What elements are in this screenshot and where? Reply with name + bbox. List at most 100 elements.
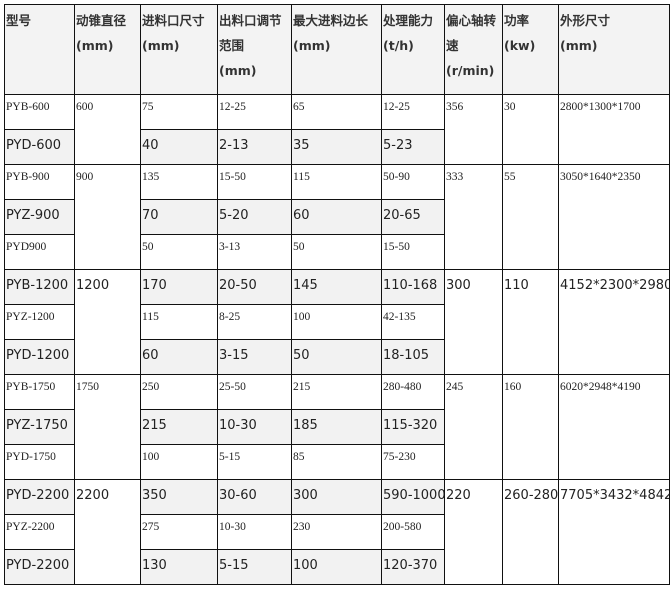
capacity-cell: 115-320 — [381, 409, 445, 445]
capacity-cell: 110-168 — [381, 269, 445, 305]
diameter-cell: 1750 — [74, 374, 141, 480]
header-model: 型号 — [4, 4, 75, 95]
table-row: PYD-2200 130 5-15 100 120-370 — [4, 549, 670, 585]
diameter-cell: 600 — [74, 94, 141, 165]
power-cell: 110 — [502, 269, 559, 375]
capacity-cell: 280-480 — [381, 374, 445, 410]
max-feed-cell: 115 — [291, 164, 382, 200]
discharge-range-cell: 10-30 — [217, 409, 292, 445]
dimensions-cell: 2800*1300*1700 — [558, 94, 670, 165]
table-row: PYD900 50 3-13 50 15-50 — [4, 234, 670, 270]
discharge-range-cell: 20-50 — [217, 269, 292, 305]
max-feed-cell: 60 — [291, 199, 382, 235]
capacity-cell: 75-230 — [381, 444, 445, 480]
capacity-cell: 590-1000 — [381, 479, 445, 515]
table-row: PYD-2200 2200 350 30-60 300 590-1000 220 260-28… — [4, 479, 670, 585]
feed-opening-cell: 40 — [140, 129, 218, 165]
discharge-range-cell: 2-13 — [217, 129, 292, 165]
speed-cell: 220 — [444, 479, 503, 585]
max-feed-cell: 50 — [291, 339, 382, 375]
feed-opening-cell: 275 — [140, 514, 218, 550]
diameter-cell: 2200 — [74, 479, 141, 585]
model-cell: PYZ-900 — [4, 199, 75, 235]
table-row: PYB-600 600 75 12-25 65 12-25 356 30 2800*1300*1… — [4, 94, 670, 165]
max-feed-cell: 65 — [291, 94, 382, 130]
feed-opening-cell: 130 — [140, 549, 218, 585]
power-cell: 160 — [502, 374, 559, 480]
model-cell: PYD-1200 — [4, 339, 75, 375]
header-row: 型号 动锥直径 (mm) 进料口尺寸 (mm) 出料口调节 范围 (mm) 最大… — [4, 4, 670, 95]
capacity-cell: 50-90 — [381, 164, 445, 200]
table-row: PYD-1200 60 3-15 50 18-105 — [4, 339, 670, 375]
max-feed-cell: 145 — [291, 269, 382, 305]
speed-cell: 300 — [444, 269, 503, 375]
discharge-range-cell: 5-20 — [217, 199, 292, 235]
speed-cell: 245 — [444, 374, 503, 480]
discharge-range-cell: 12-25 — [217, 94, 292, 130]
max-feed-cell: 230 — [291, 514, 382, 550]
discharge-range-cell: 25-50 — [217, 374, 292, 410]
feed-opening-cell: 215 — [140, 409, 218, 445]
power-cell: 55 — [502, 164, 559, 270]
feed-opening-cell: 250 — [140, 374, 218, 410]
discharge-range-cell: 3-13 — [217, 234, 292, 270]
diameter-cell: 1200 — [74, 269, 141, 375]
feed-opening-cell: 70 — [140, 199, 218, 235]
discharge-range-cell: 3-15 — [217, 339, 292, 375]
capacity-cell: 200-580 — [381, 514, 445, 550]
diameter-cell: 900 — [74, 164, 141, 270]
header-power: 功率 (kw) — [502, 4, 559, 95]
discharge-range-cell: 15-50 — [217, 164, 292, 200]
table-row: PYZ-1200 115 8-25 100 42-135 — [4, 304, 670, 340]
model-cell: PYD-1750 — [4, 444, 75, 480]
table-row: PYD-600 40 2-13 35 5-23 — [4, 129, 670, 165]
header-dimensions: 外形尺寸 (mm) — [558, 4, 670, 95]
capacity-cell: 15-50 — [381, 234, 445, 270]
dimensions-cell: 4152*2300*2980 — [558, 269, 670, 375]
header-feed-opening: 进料口尺寸 (mm) — [140, 4, 218, 95]
table-row: PYZ-1750 215 10-30 185 115-320 — [4, 409, 670, 445]
max-feed-cell: 100 — [291, 549, 382, 585]
feed-opening-cell: 100 — [140, 444, 218, 480]
dimensions-cell: 6020*2948*4190 — [558, 374, 670, 480]
model-cell: PYZ-2200 — [4, 514, 75, 550]
discharge-range-cell: 5-15 — [217, 549, 292, 585]
max-feed-cell: 300 — [291, 479, 382, 515]
model-cell: PYD-2200 — [4, 479, 75, 515]
model-cell: PYB-1200 — [4, 269, 75, 305]
feed-opening-cell: 75 — [140, 94, 218, 130]
max-feed-cell: 35 — [291, 129, 382, 165]
model-cell: PYD-600 — [4, 129, 75, 165]
capacity-cell: 5-23 — [381, 129, 445, 165]
header-discharge-range: 出料口调节 范围 (mm) — [217, 4, 292, 95]
header-speed: 偏心轴转 速 (r/min) — [444, 4, 503, 95]
model-cell: PYB-1750 — [4, 374, 75, 410]
speed-cell: 333 — [444, 164, 503, 270]
model-cell: PYZ-1750 — [4, 409, 75, 445]
feed-opening-cell: 135 — [140, 164, 218, 200]
capacity-cell: 120-370 — [381, 549, 445, 585]
capacity-cell: 12-25 — [381, 94, 445, 130]
table-row: PYB-900 900 135 15-50 115 50-90 333 55 3050*1640… — [4, 164, 670, 270]
dimensions-cell: 3050*1640*2350 — [558, 164, 670, 270]
discharge-range-cell: 30-60 — [217, 479, 292, 515]
feed-opening-cell: 350 — [140, 479, 218, 515]
capacity-cell: 20-65 — [381, 199, 445, 235]
speed-cell: 356 — [444, 94, 503, 165]
max-feed-cell: 85 — [291, 444, 382, 480]
capacity-cell: 42-135 — [381, 304, 445, 340]
feed-opening-cell: 60 — [140, 339, 218, 375]
table-row: PYB-1750 1750 250 25-50 215 280-480 245 160 6020… — [4, 374, 670, 480]
max-feed-cell: 185 — [291, 409, 382, 445]
header-capacity: 处理能力 (t/h) — [381, 4, 445, 95]
crusher-spec-table: 型号 动锥直径 (mm) 进料口尺寸 (mm) 出料口调节 范围 (mm) 最大… — [4, 4, 670, 585]
capacity-cell: 18-105 — [381, 339, 445, 375]
header-max-feed: 最大进料边长 (mm) — [291, 4, 382, 95]
max-feed-cell: 100 — [291, 304, 382, 340]
feed-opening-cell: 50 — [140, 234, 218, 270]
discharge-range-cell: 5-15 — [217, 444, 292, 480]
dimensions-cell: 7705*3432*4842 — [558, 479, 670, 585]
model-cell: PYB-900 — [4, 164, 75, 200]
table-row: PYB-1200 1200 170 20-50 145 110-168 300 110 4152… — [4, 269, 670, 375]
max-feed-cell: 50 — [291, 234, 382, 270]
